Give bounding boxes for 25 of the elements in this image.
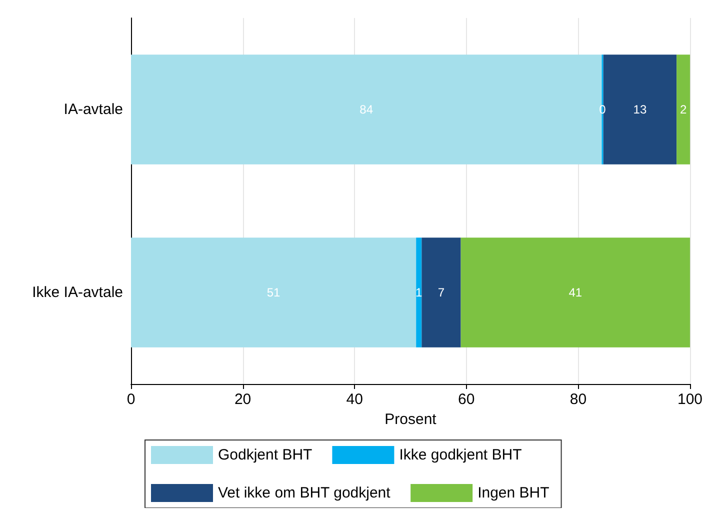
data-label: 84 [360,102,374,116]
legend-label: Ikke godkjent BHT [399,446,522,464]
bar [416,238,422,348]
bar [422,238,461,348]
data-label: 1 [416,286,423,300]
bar [131,238,416,348]
bar [460,238,690,348]
legend-label: Ingen BHT [478,484,550,502]
y-tick-label: Ikke IA-avtale [32,284,123,301]
x-tick-label: 0 [126,391,136,408]
x-tick-label: 80 [570,391,587,408]
x-tick-label: 100 [677,391,703,408]
bar [676,54,690,164]
x-tick-label: 40 [346,391,363,408]
x-tick-label: 20 [234,391,252,408]
data-label: 13 [633,102,647,116]
data-label: 51 [266,286,281,300]
legend-label: Vet ikke om BHT godkjent [218,484,392,502]
data-label: 7 [438,286,445,300]
y-tick-label: IA-avtale [64,101,123,118]
data-label: 2 [680,102,687,116]
x-tick-label: 60 [458,391,475,408]
data-label: 41 [568,286,582,300]
x-axis-title: Prosent [384,410,438,428]
legend-label: Godkjent BHT [218,446,312,464]
